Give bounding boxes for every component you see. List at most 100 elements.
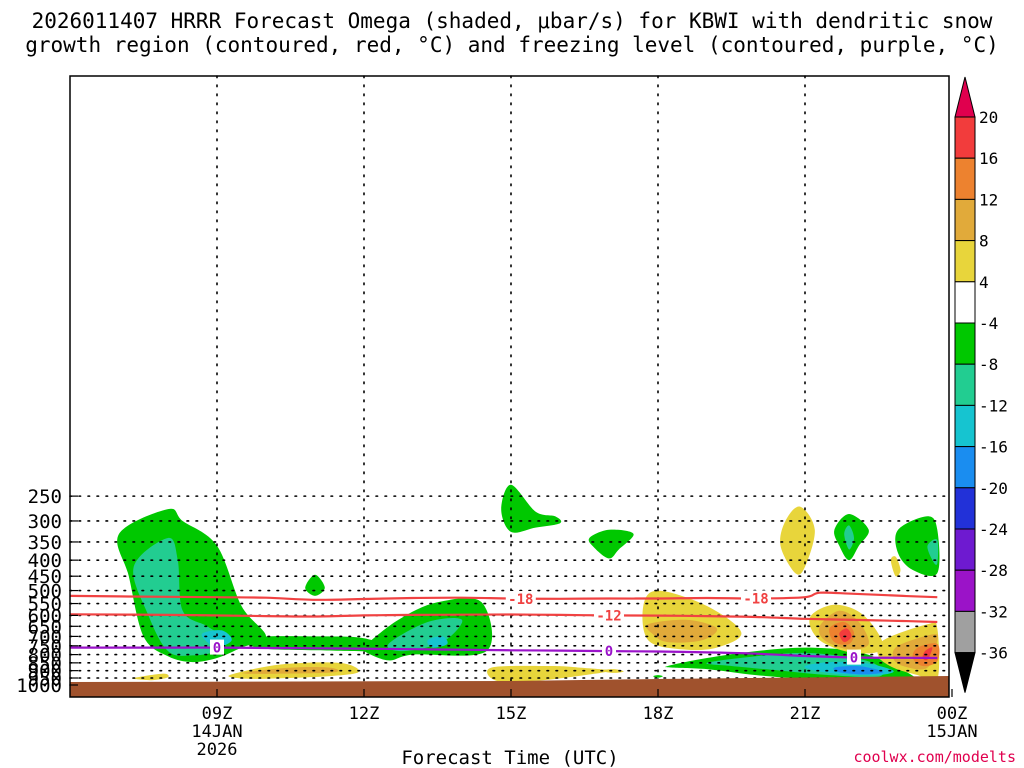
contour-label: 0 xyxy=(213,641,221,657)
contour-label: -12 xyxy=(596,608,621,624)
contour-0-c-freezing-level xyxy=(70,646,938,660)
y-tick-label-400: 400 xyxy=(28,550,62,572)
contour-label-bg xyxy=(594,607,624,623)
colorbar: 20 16 12 8 4 -4 -8 -12 -16 -20 -24 -28 -32 -36 xyxy=(954,76,1008,693)
contour-label: -18 xyxy=(743,591,768,607)
y-tick-label-950: 950 xyxy=(28,668,62,690)
colorbar-swatch xyxy=(954,528,976,571)
x-axis-label: Forecast Time (UTC) xyxy=(401,747,618,768)
x-tick-date: 15JAN xyxy=(926,722,977,742)
colorbar-label: -36 xyxy=(979,644,1008,663)
omega-area-negative-cell-13z-core xyxy=(387,618,463,652)
x-tick-label-09Z: 09Z xyxy=(202,704,233,724)
y-tick-label-750: 750 xyxy=(28,636,62,658)
y-axis: 250 3003504004505005506006507007508008509… xyxy=(16,486,78,697)
x-tick-year: 2026 xyxy=(197,740,238,760)
chart-title-line2: growth region (contoured, red, °C) and f… xyxy=(25,33,999,57)
colorbar-label: -28 xyxy=(979,561,1008,580)
y-tick-label-850: 850 xyxy=(28,653,62,675)
y-tick-label-700: 700 xyxy=(28,626,62,648)
y-tick-label-250: 250 xyxy=(28,486,62,508)
omega-shading xyxy=(117,484,940,683)
colorbar-label: -8 xyxy=(979,355,998,374)
omega-area-low-rising-08z xyxy=(132,673,169,681)
colorbar-label: -12 xyxy=(979,396,1008,415)
contour--18-c-isotherm xyxy=(70,591,938,601)
y-tick-label-500: 500 xyxy=(28,581,62,603)
colorbar-label: 16 xyxy=(979,149,998,168)
plot-frame xyxy=(69,75,950,698)
y-tick-label-900: 900 xyxy=(28,661,62,683)
colorbar-swatch xyxy=(954,240,976,283)
y-tick-label-650: 650 xyxy=(28,616,62,638)
y-tick-label-800: 800 xyxy=(28,645,62,667)
omega-area-upper-cell-17z xyxy=(588,529,634,559)
omega-area-upper-cell-22z-core xyxy=(844,525,854,550)
x-tick-date: 14JAN xyxy=(191,722,242,742)
omega-area-upper-rising-21z xyxy=(780,506,815,575)
colorbar-label: -20 xyxy=(979,479,1008,498)
credit-text: coolwx.com/modelts xyxy=(853,748,1016,766)
omega-area-tiny-cell-18z xyxy=(653,675,663,678)
omega-area-low-rising-15z xyxy=(487,665,610,683)
omega-area-upper-right-cell xyxy=(895,516,940,577)
y-tick-label-300: 300 xyxy=(28,511,62,533)
contour--12-c-isotherm xyxy=(70,613,938,624)
chart-title-line1: 2026011407 HRRR Forecast Omega (shaded, … xyxy=(31,9,993,33)
ground-fill xyxy=(70,676,949,697)
x-tick-label-15Z: 15Z xyxy=(496,704,527,724)
colorbar-label: 12 xyxy=(979,190,998,209)
colorbar-label: -32 xyxy=(979,602,1008,621)
omega-area-upper-right-cell-core xyxy=(927,539,939,565)
colorbar-swatch xyxy=(954,446,976,489)
x-tick-label-21Z: 21Z xyxy=(790,704,821,724)
y-tick-label-600: 600 xyxy=(28,605,62,627)
colorbar-label: 4 xyxy=(979,273,989,292)
colorbar-swatch xyxy=(954,281,976,324)
omega-area-upper-rising-23z xyxy=(890,556,901,577)
contour-label-bg xyxy=(210,639,224,655)
colorbar-swatch xyxy=(954,157,976,200)
x-tick-label-00Z: 00Z xyxy=(937,704,968,724)
omega-area-low-cell-22z-inner xyxy=(833,666,884,675)
colorbar-swatch xyxy=(954,363,976,406)
omega-area-negative-cell-13z-inner xyxy=(427,636,448,648)
colorbar-swatch xyxy=(954,487,976,530)
colorbar-label: 20 xyxy=(979,108,998,127)
y-tick-label-450: 450 xyxy=(28,566,62,588)
colorbar-swatch xyxy=(954,116,976,159)
contour-label: -18 xyxy=(508,592,533,608)
ground-band xyxy=(70,676,949,697)
y-tick-label-350: 350 xyxy=(28,532,62,554)
contour-label: 0 xyxy=(850,651,858,667)
y-tick-label-1000: 1000 xyxy=(16,675,62,697)
colorbar-bottom-arrow xyxy=(954,652,976,693)
colorbar-swatch xyxy=(954,404,976,448)
colorbar-label: 8 xyxy=(979,232,989,251)
omega-area-negative-column-09z-core xyxy=(201,630,232,648)
temperature-contours: -18 -18 -12 0 0 0 xyxy=(70,590,938,667)
omega-area-small-core-11z xyxy=(305,574,325,596)
colorbar-swatch xyxy=(954,322,976,365)
x-tick-label-18Z: 18Z xyxy=(643,704,674,724)
omega-area-upper-cell-15z xyxy=(501,484,562,533)
x-tick-label-12Z: 12Z xyxy=(349,704,380,724)
colorbar-swatch xyxy=(954,610,976,654)
colorbar-swatch xyxy=(954,569,976,612)
colorbar-label: -4 xyxy=(979,314,998,333)
contour-label: 0 xyxy=(605,644,613,660)
contour-label-bg xyxy=(847,649,861,665)
contour-label-bg xyxy=(602,643,616,659)
colorbar-label: -24 xyxy=(979,520,1008,539)
colorbar-top-arrow xyxy=(954,76,976,118)
omega-area-low-rising-10z-core xyxy=(241,667,339,674)
y-tick-label-550: 550 xyxy=(28,594,62,616)
colorbar-label: -16 xyxy=(979,438,1008,457)
contour-label-bg xyxy=(741,590,771,606)
omega-area-rising-22z-core-16 xyxy=(839,628,852,643)
colorbar-swatch xyxy=(954,198,976,242)
contour-label-bg xyxy=(505,591,536,607)
omega-area-negative-column-08z-core xyxy=(133,537,228,656)
